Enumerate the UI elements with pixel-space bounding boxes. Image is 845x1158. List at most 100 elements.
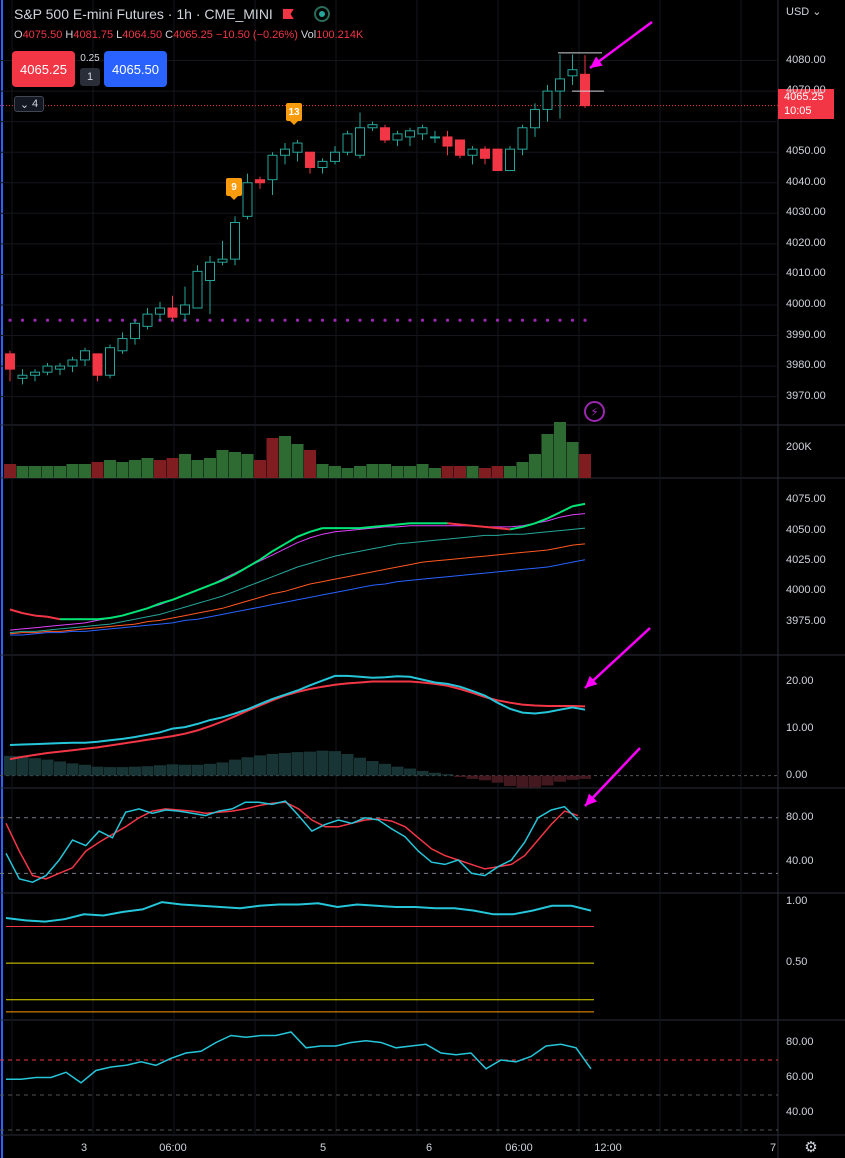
ma-fast-segment — [497, 527, 511, 531]
axis-tick-label: 40.00 — [786, 1105, 814, 1118]
volume-bar — [4, 464, 16, 478]
macd-histogram-bar — [529, 775, 541, 788]
ma-fast-segment — [172, 593, 186, 601]
volume-bar — [404, 466, 416, 478]
market-status-icon — [313, 6, 330, 22]
volume-bar — [354, 466, 366, 478]
currency-selector[interactable]: USD ⌄ — [786, 5, 822, 18]
ma-fast-segment — [397, 522, 411, 526]
ma-fast-segment — [271, 543, 286, 553]
macd-histogram-bar — [66, 763, 79, 776]
candle-up — [267, 154, 278, 181]
pivot-dot — [320, 318, 325, 322]
sell-button[interactable]: 4065.25 — [12, 51, 75, 87]
volume-bar — [166, 458, 179, 478]
pivot-dot — [583, 318, 587, 322]
ma-fast-segment — [547, 511, 561, 520]
axis-tick-label: 4020.00 — [786, 236, 826, 249]
macd-histogram-bar — [154, 765, 166, 776]
axis-tick-label: 1.00 — [786, 895, 808, 908]
axis-tick-label: 4040.00 — [786, 175, 826, 188]
pivot-dot — [520, 318, 525, 322]
gear-icon[interactable]: ⚙ — [804, 1139, 818, 1156]
indicator-count: 4 — [32, 98, 39, 110]
candle-down — [92, 353, 103, 376]
candle-up — [517, 127, 528, 150]
macd-histogram-bar — [341, 753, 354, 776]
macd-histogram-bar — [266, 753, 279, 776]
pivot-dot — [295, 318, 300, 322]
volume-bar — [29, 466, 41, 478]
annotation-arrowhead — [585, 675, 598, 688]
volume-bar — [391, 466, 404, 478]
macd-histogram-bar — [191, 764, 204, 776]
candle-up — [317, 160, 328, 168]
symbol-header[interactable]: S&P 500 E-mini Futures · 1h · CME_MINI — [14, 6, 330, 22]
macd-histogram-bar — [429, 772, 441, 776]
last-price-value: 4065.25 — [784, 91, 824, 103]
low-label: L — [116, 29, 123, 41]
chevron-down-icon: ⌄ — [19, 98, 30, 111]
volume-bar — [579, 454, 591, 478]
symbol-title[interactable]: S&P 500 E-mini Futures · 1h · CME_MINI — [14, 6, 273, 22]
indicators-toggle-button[interactable]: ⌄ 4 — [14, 96, 44, 112]
axis-tick-label: 3990.00 — [786, 328, 826, 341]
ma-fast-segment — [309, 527, 323, 533]
osc-line — [5, 901, 592, 923]
volume-bar — [16, 466, 29, 478]
volume-bar — [566, 442, 579, 478]
pivot-dot — [58, 318, 62, 322]
candle-up — [542, 90, 553, 110]
pivot-dot — [33, 318, 37, 322]
volume-bar — [254, 460, 266, 478]
macd-histogram-bar — [491, 775, 504, 783]
rsi-line — [6, 1031, 592, 1084]
pivot-dot — [108, 318, 112, 322]
ma-fast-segment — [472, 524, 486, 528]
macd-histogram-bar — [316, 750, 329, 776]
lightning-icon[interactable]: ⚡ — [584, 401, 605, 422]
pivot-dot — [445, 318, 450, 322]
macd-histogram-bar — [554, 775, 566, 782]
ma-fast-segment — [259, 550, 274, 561]
volume-bar — [466, 466, 479, 478]
candle-up — [180, 304, 190, 315]
volume-bar — [141, 458, 154, 478]
candle-down — [455, 139, 465, 156]
volume-bar — [379, 464, 391, 478]
volume-bar — [516, 462, 529, 478]
ma-line-4 — [10, 559, 586, 636]
pivot-dot — [483, 318, 487, 322]
sequence-badge-13[interactable]: 13 — [286, 103, 302, 125]
axis-tick-label: 3975.00 — [786, 614, 826, 627]
macd-histogram-bar — [416, 770, 429, 776]
close-value: 4065.25 — [173, 29, 213, 41]
quantity-field[interactable]: 1 — [80, 68, 100, 86]
pivot-dot — [308, 318, 312, 322]
volume-bar — [529, 454, 541, 478]
volume-bar — [229, 452, 241, 478]
pivot-dot — [408, 318, 412, 322]
candle-down — [5, 353, 15, 370]
pivot-dot — [345, 318, 350, 322]
axis-tick-label: 0.50 — [786, 956, 808, 969]
pivot-dot — [195, 318, 200, 322]
flag-icon[interactable] — [282, 9, 294, 19]
candle-up — [430, 136, 440, 139]
ma-fast-segment — [9, 608, 23, 615]
sequence-badge-9[interactable]: 9 — [226, 178, 242, 200]
volume-bar — [116, 462, 129, 478]
ma-fast-segment — [484, 525, 498, 530]
candle-up — [417, 127, 428, 135]
axis-tick-label: 4000.00 — [786, 297, 826, 310]
pivot-dot — [558, 318, 562, 322]
pivot-dot — [220, 318, 225, 322]
buy-button[interactable]: 4065.50 — [104, 51, 167, 87]
ma-fast-segment — [197, 584, 211, 592]
pivot-dot — [458, 318, 462, 322]
candle-up — [142, 313, 153, 327]
annotation-arrow — [584, 627, 651, 689]
volume-bar — [241, 454, 254, 478]
